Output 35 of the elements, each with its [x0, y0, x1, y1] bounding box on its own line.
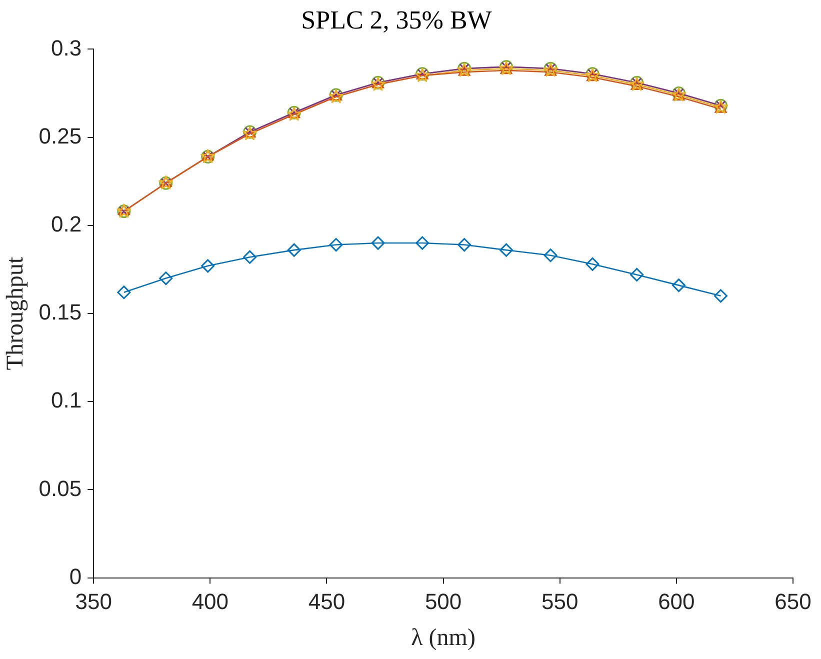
x-tick-label: 650: [774, 589, 812, 614]
point: [329, 238, 343, 252]
point: [544, 248, 558, 262]
point: [243, 250, 257, 264]
y-tick-label: 0.3: [51, 35, 82, 60]
point: [586, 70, 598, 82]
point: [630, 268, 644, 282]
x-tick-label: 600: [658, 589, 695, 614]
x-tick-label: 450: [308, 589, 346, 614]
x-axis-title: λ (nm): [411, 624, 476, 651]
y-tick-label: 0.05: [38, 476, 82, 501]
y-tick-label: 0.2: [51, 211, 82, 236]
point: [500, 64, 512, 74]
point: [287, 243, 301, 257]
point: [416, 236, 430, 250]
y-tick-label: 0: [69, 564, 82, 589]
chart-title: SPLC 2, 35% BW: [301, 5, 492, 34]
x-tick-label: 550: [542, 589, 578, 614]
y-tick-label: 0.1: [51, 388, 82, 413]
point: [458, 238, 472, 252]
point: [586, 257, 600, 271]
point: [201, 259, 215, 273]
y-tick-label: 0.25: [38, 123, 82, 148]
y-axis-title: Throughput: [2, 256, 29, 370]
point: [672, 90, 685, 101]
point: [159, 272, 173, 286]
point: [714, 289, 728, 303]
x-tick-label: 350: [75, 589, 112, 614]
point: [371, 236, 385, 250]
point: [672, 278, 686, 292]
point: [500, 243, 514, 257]
point: [117, 286, 131, 300]
y-tick-label: 0.15: [38, 300, 82, 325]
x-tick-label: 500: [424, 589, 462, 614]
x-tick-label: 400: [192, 589, 229, 614]
